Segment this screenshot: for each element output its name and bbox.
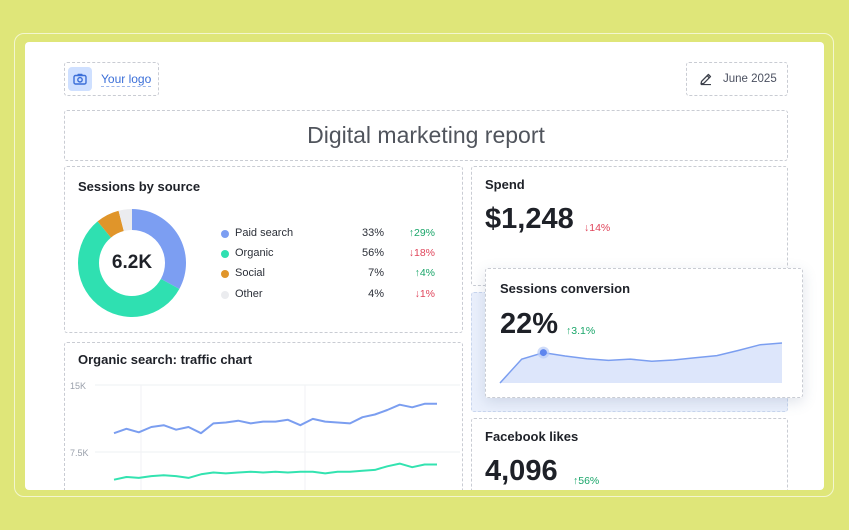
legend-pct: 56% [361, 247, 384, 259]
sessions-by-source-card[interactable]: Sessions by source 6.2K Paid search 33% … [64, 166, 463, 333]
legend-change: ↑29% [408, 227, 435, 239]
outer-frame [14, 33, 834, 497]
legend-pct: 7% [368, 267, 384, 279]
organic-chart-title: Organic search: traffic chart [78, 352, 253, 367]
sessions-conversion-title: Sessions conversion [500, 281, 631, 296]
sessions-conversion-value: 22% [500, 308, 559, 340]
organic-traffic-chart: 15K 7.5K [70, 381, 460, 490]
sessions-conversion-change-value: 3.1% [571, 325, 596, 337]
traffic-series-line [113, 402, 437, 435]
spend-change: ↓14% [584, 222, 611, 234]
legend-change: ↑4% [414, 267, 435, 279]
highlight-point[interactable] [539, 349, 547, 357]
facebook-likes-card[interactable]: Facebook likes 4,096 ↑56% [471, 418, 788, 490]
legend-row-social: Social 7% ↑4% [221, 266, 436, 284]
legend-name: Other [235, 288, 263, 300]
legend-dot [221, 270, 229, 278]
legend-change-value: 1% [419, 288, 435, 300]
sessions-conversion-change: ↑3.1% [566, 325, 596, 337]
facebook-likes-title: Facebook likes [485, 429, 579, 444]
sessions-by-source-title: Sessions by source [78, 179, 201, 194]
logo-placeholder[interactable]: Your logo [64, 62, 159, 96]
facebook-likes-change-value: 56% [578, 475, 600, 487]
facebook-likes-change: ↑56% [573, 475, 600, 487]
date-label: June 2025 [723, 73, 777, 85]
logo-label: Your logo [101, 71, 152, 87]
legend-dot [221, 230, 229, 238]
legend-name: Social [235, 267, 265, 279]
donut-slice [118, 209, 132, 232]
legend-name: Paid search [235, 227, 294, 239]
legend-change-value: 29% [413, 227, 435, 239]
conversion-sparkline [499, 342, 783, 384]
sessions-total: 6.2K [111, 252, 153, 273]
legend-row-organic: Organic 56% ↓18% [221, 246, 436, 264]
camera-icon [68, 67, 92, 91]
legend-name: Organic [235, 247, 274, 259]
donut-slice [78, 221, 180, 317]
y-tick-label: 7.5K [70, 448, 89, 458]
legend-change-value: 4% [419, 267, 435, 279]
donut-slice [97, 210, 124, 238]
sessions-conversion-card[interactable]: Sessions conversion 22% ↑3.1% [485, 268, 803, 398]
legend-row-other: Other 4% ↓1% [221, 287, 436, 305]
spend-change-value: 14% [589, 222, 611, 234]
sessions-donut: 6.2K [78, 209, 186, 317]
organic-search-card[interactable]: Organic search: traffic chart 15K 7.5K [64, 342, 463, 490]
facebook-likes-value: 4,096 [485, 455, 558, 487]
report-title-box[interactable]: Digital marketing report [64, 110, 788, 161]
traffic-series-line [113, 462, 437, 481]
spend-card[interactable]: Spend $1,248 ↓14% [471, 166, 788, 286]
spend-title: Spend [485, 177, 525, 192]
legend-dot [221, 250, 229, 258]
date-field[interactable]: June 2025 [686, 62, 788, 96]
legend-row-paid-search: Paid search 33% ↑29% [221, 226, 436, 244]
legend-change: ↓18% [408, 247, 435, 259]
report-title: Digital marketing report [307, 122, 545, 148]
legend-pct: 4% [368, 288, 384, 300]
y-tick-label: 15K [70, 381, 86, 391]
conversion-area [500, 343, 782, 383]
donut-chart [78, 209, 186, 317]
legend-dot [221, 291, 229, 299]
spend-value: $1,248 [485, 203, 574, 235]
legend-pct: 33% [361, 227, 384, 239]
donut-slice [132, 209, 186, 290]
legend-change-value: 18% [413, 247, 435, 259]
report-canvas: Your logo June 2025 Digital marketing re… [25, 42, 824, 490]
legend-change: ↓1% [414, 288, 435, 300]
pencil-icon [700, 73, 712, 86]
